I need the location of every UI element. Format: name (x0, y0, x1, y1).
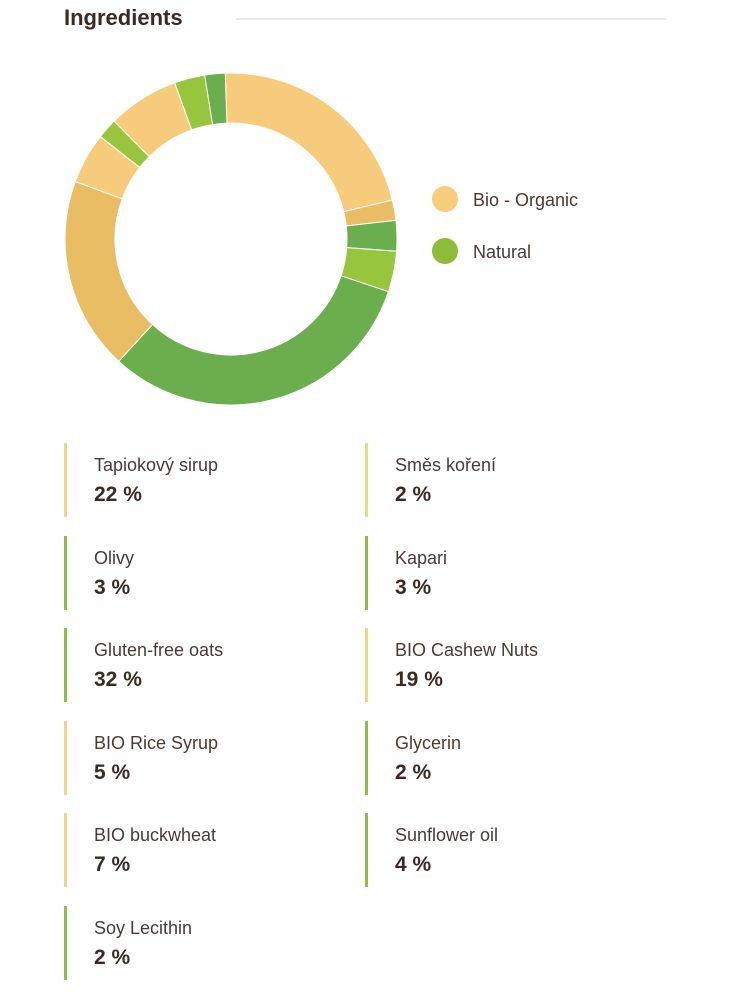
ingredient-percent: 7 % (94, 853, 131, 876)
ingredient-name: Glycerin (395, 732, 462, 753)
ingredient-percent: 2 % (395, 483, 432, 506)
ingredient-name: BIO Rice Syrup (94, 732, 219, 753)
ingredient-name: Směs koření (395, 455, 497, 475)
ingredient-percent: 32 % (94, 668, 142, 691)
ingredient-name: Sunflower oil (395, 825, 499, 845)
ingredient-item: Olivy 3 % (64, 535, 344, 610)
donut-slice-5 (64, 180, 154, 362)
ingredient-name: Kapari (395, 547, 448, 568)
donut-slice-10 (204, 72, 228, 126)
legend-label-natural: Natural (473, 242, 532, 262)
donut-slice-2 (345, 219, 398, 252)
ingredient-item: Soy Lecithin 2 % (64, 905, 344, 980)
ingredients-header: Ingredients (64, 0, 666, 40)
ingredient-item: BIO buckwheat 7 % (64, 813, 344, 887)
chart-legend: Bio - Organic Natural (432, 186, 692, 290)
ingredient-percent: 22 % (94, 483, 142, 506)
ingredient-percent: 3 % (395, 575, 432, 599)
ingredient-item: Kapari 3 % (365, 535, 645, 610)
ingredient-name: Olivy (94, 547, 134, 568)
ingredient-item: Gluten-free oats 32 % (64, 628, 344, 702)
ingredient-percent: 2 % (395, 760, 432, 784)
ingredient-item: BIO Cashew Nuts 19 % (365, 628, 645, 702)
title-divider (236, 18, 666, 20)
ingredient-name: Soy Lecithin (94, 917, 193, 938)
ingredient-percent: 5 % (94, 760, 131, 784)
ingredient-item: Tapiokový sirup 22 % (64, 443, 344, 517)
legend-item-organic: Bio - Organic (432, 186, 692, 212)
ingredient-name: Gluten-free oats (94, 640, 224, 660)
ingredient-percent: 3 % (94, 575, 131, 599)
ingredient-percent: 4 % (395, 853, 432, 876)
donut-slice-4 (118, 275, 390, 406)
ingredients-donut-chart (64, 72, 398, 406)
ingredient-percent: 19 % (395, 668, 443, 691)
legend-swatch-natural-icon (432, 238, 458, 264)
ingredient-item: Směs koření 2 % (365, 443, 645, 517)
ingredient-name: Tapiokový sirup (94, 455, 219, 475)
ingredient-name: BIO buckwheat (94, 825, 217, 845)
legend-swatch-organic-icon (432, 186, 458, 212)
legend-item-natural: Natural (432, 238, 692, 264)
donut-slice-0 (224, 72, 393, 213)
ingredient-name: BIO Cashew Nuts (395, 640, 539, 660)
page-title: Ingredients (64, 5, 183, 30)
ingredient-percent: 2 % (94, 945, 131, 969)
ingredient-item: BIO Rice Syrup 5 % (64, 720, 344, 795)
ingredient-item: Glycerin 2 % (365, 720, 645, 795)
legend-label-organic: Bio - Organic (473, 190, 579, 210)
ingredient-item: Sunflower oil 4 % (365, 813, 645, 887)
